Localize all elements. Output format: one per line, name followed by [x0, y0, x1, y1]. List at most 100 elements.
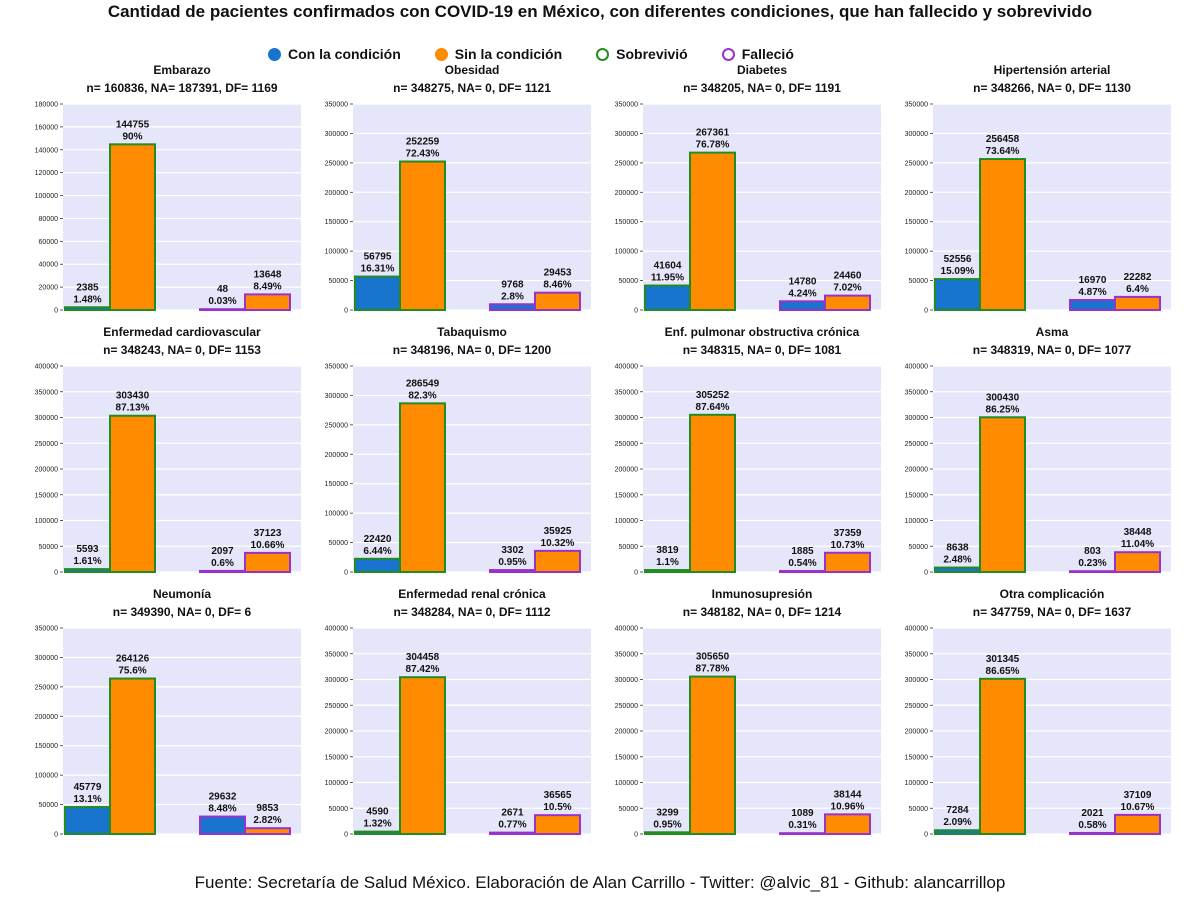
bar-value-label: 29632 — [209, 792, 237, 803]
bar-percent-label: 87.42% — [406, 664, 440, 675]
facet-title: Obesidad — [445, 63, 500, 77]
bar-percent-label: 75.6% — [118, 666, 146, 677]
facet-subtitle: n= 160836, NA= 187391, DF= 1169 — [86, 81, 277, 95]
y-tick-label: 50000 — [39, 802, 59, 809]
y-tick-label: 400000 — [905, 626, 928, 633]
y-tick-label: 200000 — [615, 190, 638, 197]
legend: Con la condición Sin la condición Sobrev… — [268, 44, 828, 64]
bar-percent-label: 10.5% — [543, 802, 571, 813]
y-tick-label: 150000 — [615, 754, 638, 761]
y-tick-label: 100000 — [325, 780, 348, 787]
bar-value-label: 144755 — [116, 119, 150, 130]
bar-value-label: 252259 — [406, 137, 440, 148]
legend-item-fallecio: Falleció — [721, 46, 794, 62]
bar-percent-label: 87.78% — [696, 664, 730, 675]
bar — [244, 293, 291, 311]
facet-title: Embarazo — [153, 63, 210, 77]
bar-percent-label: 2.8% — [501, 291, 524, 302]
y-tick-label: 100000 — [35, 773, 58, 780]
bar-value-label: 24460 — [834, 271, 862, 282]
facet-title: Enf. pulmonar obstructiva crónica — [665, 325, 860, 339]
facet-title: Inmunosupresión — [712, 587, 813, 601]
panel-background — [933, 104, 1171, 310]
y-tick-label: 300000 — [615, 131, 638, 138]
y-tick-label: 400000 — [615, 364, 638, 371]
facet-title: Diabetes — [737, 63, 787, 77]
bar-percent-label: 7.02% — [833, 283, 861, 294]
bar-percent-label: 0.31% — [788, 820, 816, 831]
bar-value-label: 286549 — [406, 378, 440, 389]
y-tick-label: 350000 — [35, 626, 58, 633]
panel-background — [63, 104, 301, 310]
bar-value-label: 36565 — [544, 790, 572, 801]
bar — [489, 831, 536, 836]
y-tick-label: 300000 — [35, 655, 58, 662]
y-tick-label: 40000 — [39, 262, 59, 269]
y-tick-label: 300000 — [615, 677, 638, 684]
green-ring-icon — [596, 47, 610, 61]
y-tick-label: 0 — [344, 308, 348, 315]
y-tick-label: 150000 — [325, 481, 348, 488]
y-tick-label: 300000 — [35, 415, 58, 422]
facet-panel: Embarazo n= 160836, NA= 187391, DF= 1169 0… — [35, 63, 301, 315]
bar-value-label: 3302 — [501, 545, 524, 556]
bar — [199, 308, 246, 312]
facet-subtitle: n= 349390, NA= 0, DF= 6 — [113, 605, 252, 619]
bar — [399, 676, 446, 835]
bar — [689, 413, 736, 573]
facet-title: Hipertensión arterial — [994, 63, 1111, 77]
y-tick-label: 400000 — [35, 364, 58, 371]
y-tick-label: 100000 — [615, 780, 638, 787]
bar-value-label: 9853 — [256, 803, 279, 814]
bar — [109, 677, 156, 835]
y-tick-label: 200000 — [35, 467, 58, 474]
bar-percent-label: 90% — [122, 131, 142, 142]
bar — [1114, 551, 1161, 573]
bar — [779, 832, 826, 836]
legend-item-con: Con la condición — [268, 46, 401, 62]
facet-panel: Enfermedad cardiovascular n= 348243, NA= … — [35, 325, 301, 577]
bar-percent-label: 82.3% — [408, 390, 436, 401]
bar — [64, 306, 111, 312]
y-tick-label: 150000 — [35, 743, 58, 750]
bar-percent-label: 72.43% — [406, 149, 440, 160]
bar — [244, 827, 291, 835]
facet-subtitle: n= 348315, NA= 0, DF= 1081 — [683, 343, 842, 357]
bar-value-label: 48 — [217, 284, 229, 295]
y-tick-label: 200000 — [615, 729, 638, 736]
y-tick-label: 300000 — [615, 415, 638, 422]
y-tick-label: 0 — [54, 832, 58, 839]
bar-percent-label: 73.64% — [986, 146, 1020, 157]
bar-percent-label: 1.61% — [73, 556, 101, 567]
bar — [824, 551, 871, 574]
y-tick-label: 200000 — [325, 729, 348, 736]
y-tick-label: 0 — [924, 308, 928, 315]
bar-percent-label: 10.96% — [831, 801, 865, 812]
y-tick-label: 100000 — [35, 518, 58, 525]
orange-circle-icon — [434, 47, 448, 61]
bar-value-label: 37123 — [254, 528, 282, 539]
y-tick-label: 350000 — [325, 651, 348, 658]
bar — [644, 284, 691, 311]
y-tick-label: 50000 — [909, 806, 929, 813]
bar — [399, 160, 446, 311]
bar-percent-label: 8.48% — [208, 804, 236, 815]
y-tick-label: 300000 — [325, 393, 348, 400]
bar-value-label: 41604 — [654, 261, 682, 272]
legend-label: Sin la condición — [454, 46, 563, 62]
facet-panel: Otra complicación n= 347759, NA= 0, DF= 1… — [905, 587, 1171, 839]
bar — [934, 278, 981, 312]
y-tick-label: 300000 — [905, 415, 928, 422]
bar-percent-label: 6.4% — [1126, 284, 1149, 295]
facet-panel: Enf. pulmonar obstructiva crónica n= 3483… — [615, 325, 881, 577]
bar-percent-label: 2.82% — [253, 815, 281, 826]
bar-value-label: 37359 — [834, 528, 862, 539]
facet-panel: Tabaquismo n= 348196, NA= 0, DF= 1200 0 500… — [325, 325, 591, 577]
y-tick-label: 350000 — [615, 651, 638, 658]
bar-percent-label: 16.31% — [361, 264, 395, 275]
y-tick-label: 60000 — [39, 239, 59, 246]
bar — [689, 151, 736, 311]
facet-panel: Hipertensión arterial n= 348266, NA= 0, D… — [905, 63, 1171, 315]
y-tick-label: 0 — [634, 832, 638, 839]
facet-subtitle: n= 348205, NA= 0, DF= 1191 — [683, 81, 841, 95]
